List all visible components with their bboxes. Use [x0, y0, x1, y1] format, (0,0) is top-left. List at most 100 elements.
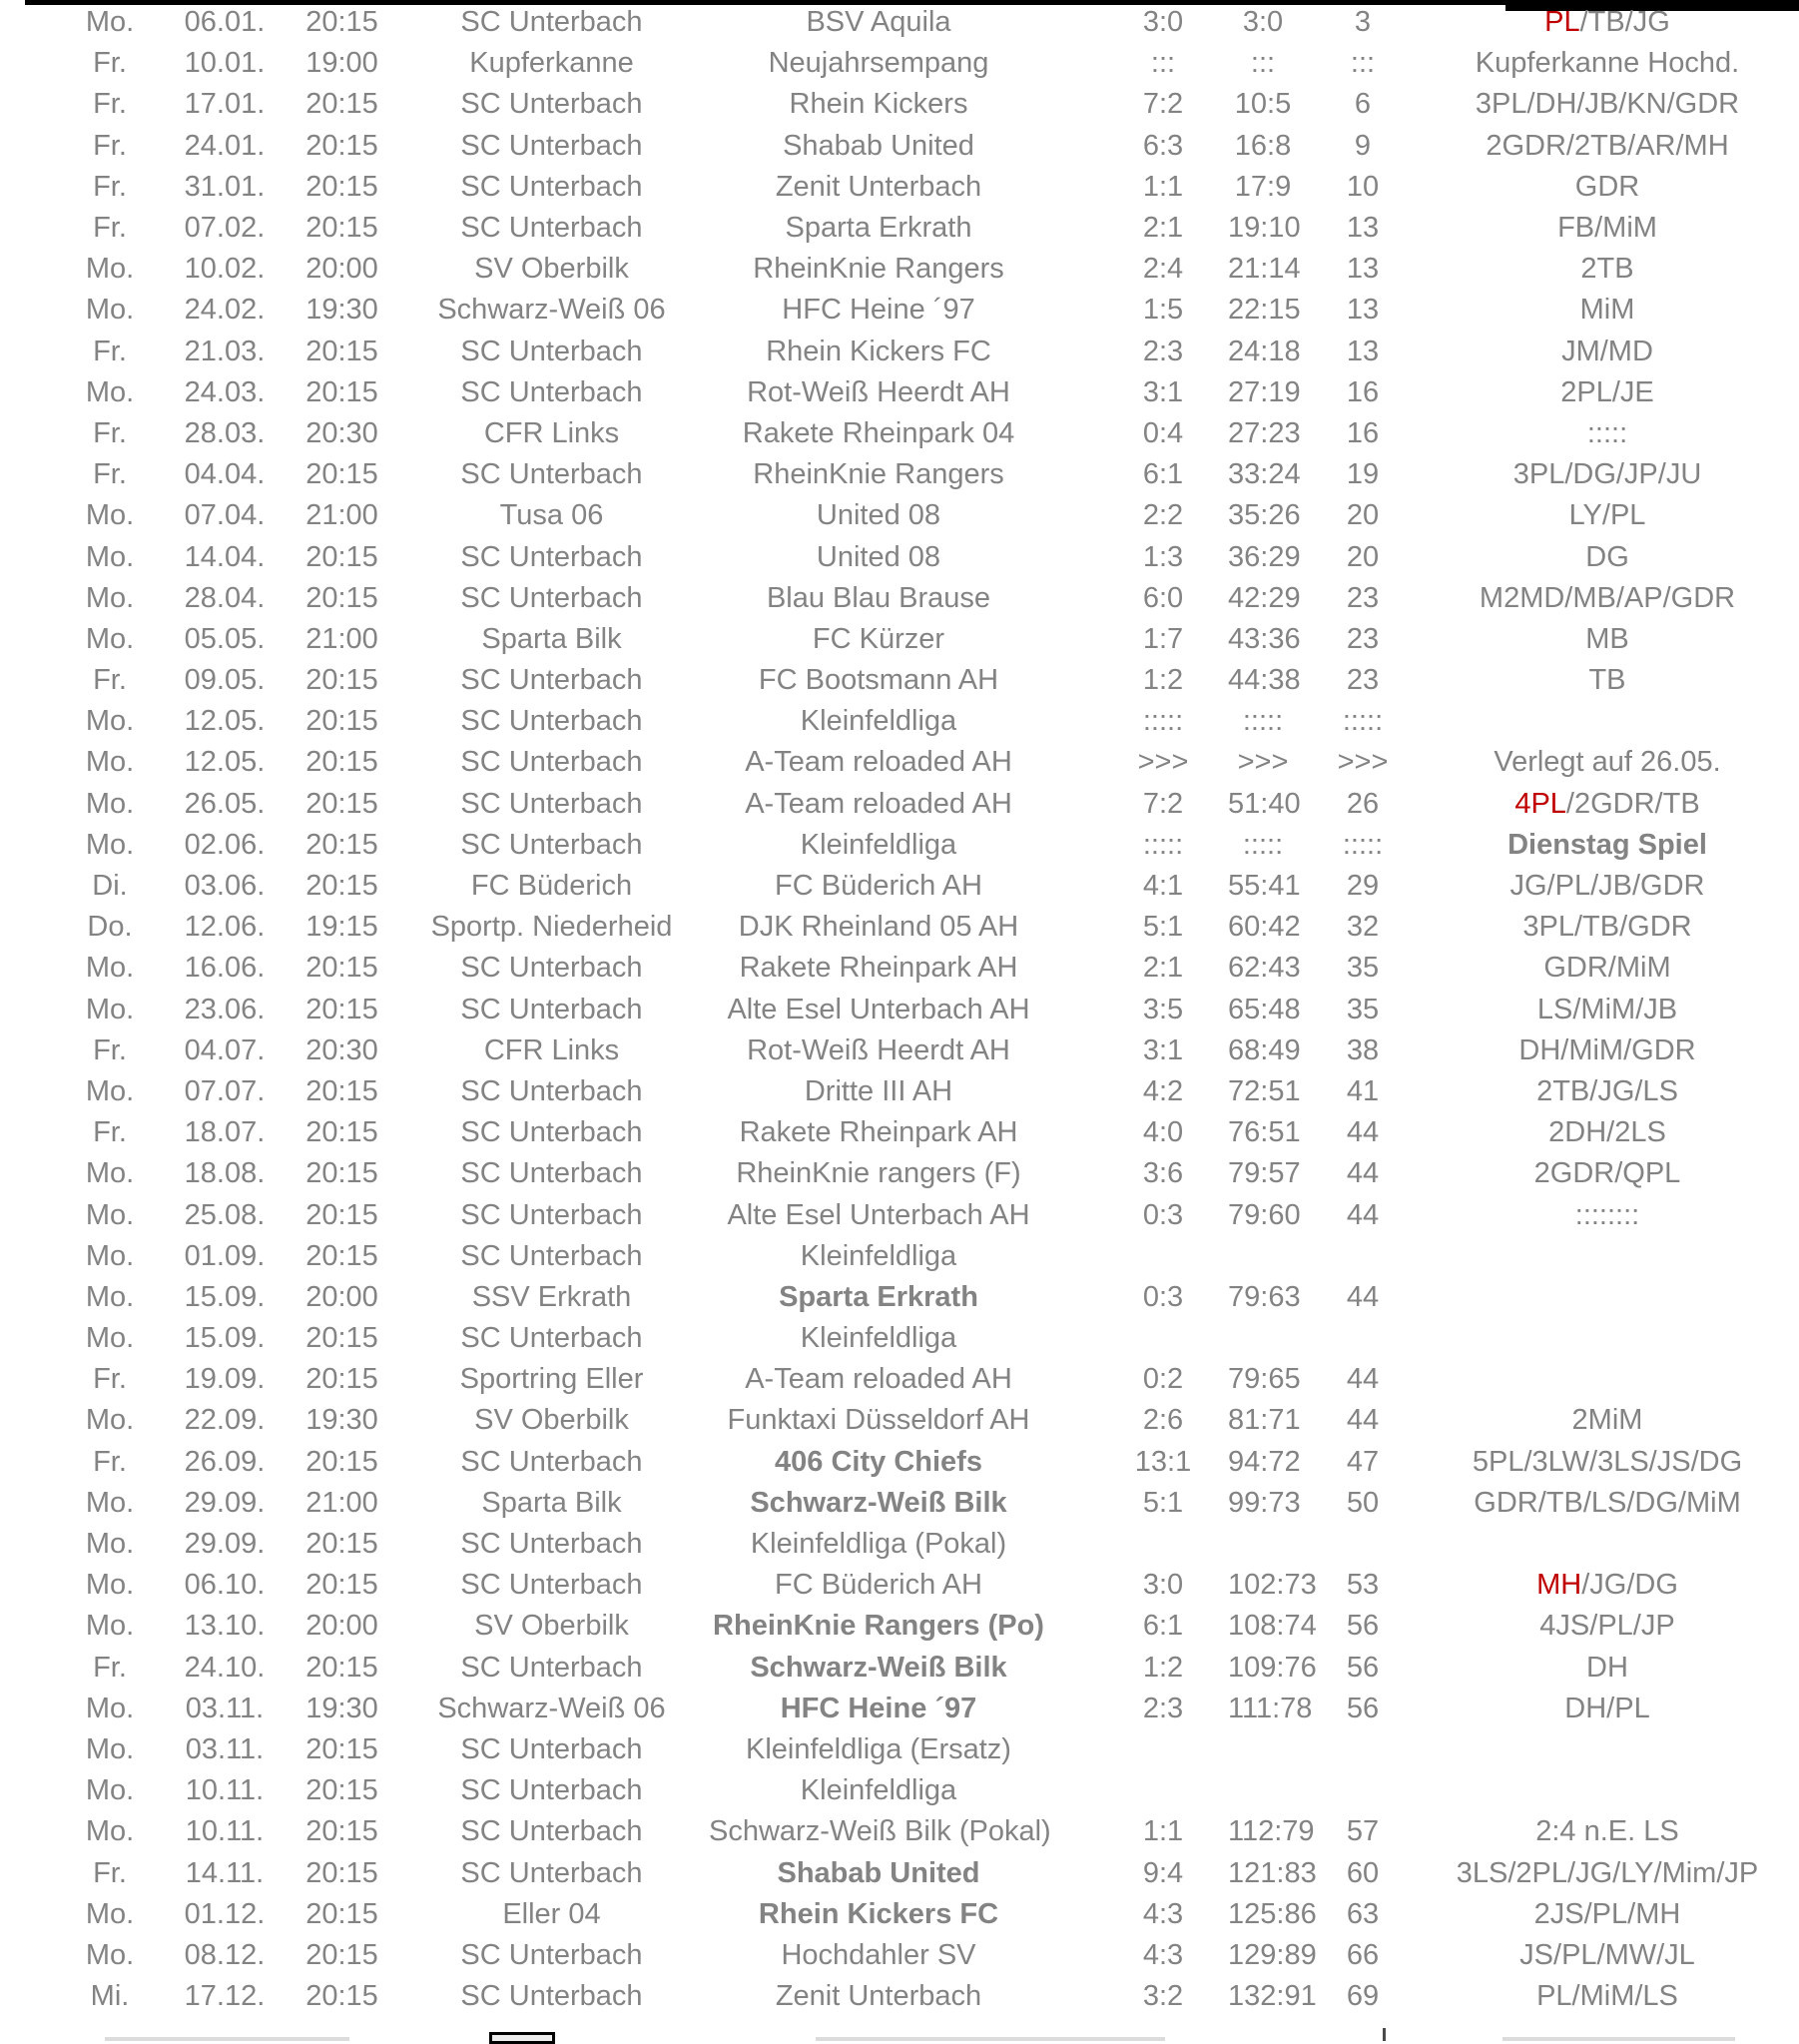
running-total-cell: 21:14	[1228, 253, 1301, 286]
date-cell: 10.01.	[184, 47, 266, 80]
date-cell: 22.09.	[184, 1404, 266, 1437]
clipped-next-row-smudge	[1502, 2037, 1735, 2041]
time-cell: 20:15	[305, 993, 378, 1025]
table-row: Fr. 24.01. 20:15 SC Unterbach Shabab Uni…	[0, 126, 1799, 167]
scorers-cell: DG	[1428, 542, 1787, 572]
scorers-cell: MiM	[1428, 296, 1787, 325]
table-row: Mo. 14.04. 20:15 SC Unterbach United 08 …	[0, 536, 1799, 577]
opponent-cell: HFC Heine ´97	[782, 294, 975, 327]
scorers-red-part: 4PL	[1514, 787, 1566, 820]
opponent-cell: RheinKnie Rangers	[753, 253, 1004, 286]
day-cell: Mo.	[85, 952, 135, 985]
scorers-main-part: LS/MiM/JB	[1536, 993, 1678, 1025]
day-cell: Fr.	[93, 1116, 127, 1149]
date-cell: 18.08.	[184, 1157, 266, 1190]
date-cell: 07.07.	[184, 1074, 266, 1107]
score-cell: 0:4	[1142, 416, 1184, 449]
scorers-cell: DH/MiM/GDR	[1428, 1035, 1787, 1065]
scorers-cell: 2TB	[1428, 255, 1787, 284]
opponent-cell: HFC Heine ´97	[780, 1692, 977, 1724]
date-cell: 24.03.	[184, 375, 266, 408]
running-total-cell: 22:15	[1228, 294, 1301, 327]
date-cell: 09.05.	[184, 664, 266, 697]
points-cell: 26	[1346, 787, 1380, 820]
opponent-cell: Schwarz-Weiß Bilk (Pokal)	[709, 1815, 1051, 1848]
day-cell: Mo.	[85, 1322, 135, 1355]
day-cell: Mo.	[85, 540, 135, 573]
table-row: Mo. 25.08. 20:15 SC Unterbach Alte Esel …	[0, 1194, 1799, 1235]
score-cell: 3:1	[1142, 375, 1184, 408]
scorers-cell: Verlegt auf 26.05.	[1428, 748, 1787, 777]
scorers-main-part: Kupferkanne Hochd.	[1475, 47, 1740, 80]
day-cell: Fr.	[93, 335, 127, 367]
day-cell: Fr.	[93, 212, 127, 245]
score-cell: 3:5	[1142, 993, 1184, 1025]
scorers-cell: TB	[1428, 666, 1787, 695]
score-cell: 7:2	[1142, 88, 1184, 121]
date-cell: 29.09.	[184, 1528, 266, 1561]
venue-cell: SV Oberbilk	[474, 253, 629, 286]
venue-cell: SC Unterbach	[460, 1528, 643, 1561]
day-cell: Fr.	[93, 458, 127, 491]
running-total-cell: 16:8	[1234, 129, 1292, 162]
venue-cell: SC Unterbach	[460, 1732, 643, 1765]
opponent-cell: FC Büderich AH	[775, 1569, 982, 1602]
day-cell: Mo.	[85, 787, 135, 820]
score-cell: 3:2	[1142, 1980, 1184, 2013]
venue-cell: FC Büderich	[470, 870, 633, 903]
points-cell: 29	[1346, 870, 1380, 903]
venue-cell: SC Unterbach	[460, 828, 643, 861]
table-row: Mo. 06.01. 20:15 SC Unterbach BSV Aquila…	[0, 2, 1799, 43]
scorers-cell: M2MD/MB/AP/GDR	[1428, 581, 1787, 614]
date-cell: 10.11.	[185, 1815, 265, 1848]
scorers-cell: 4JS/PL/JP	[1428, 1612, 1787, 1641]
score-cell: >>>	[1137, 746, 1189, 779]
points-cell: :::	[1350, 47, 1376, 80]
score-cell: 2:3	[1142, 1692, 1184, 1724]
date-cell: 12.05.	[184, 746, 266, 779]
table-row: Fr. 18.07. 20:15 SC Unterbach Rakete Rhe…	[0, 1112, 1799, 1153]
running-total-cell: 24:18	[1228, 335, 1301, 367]
day-cell: Do.	[87, 911, 133, 944]
date-cell: 02.06.	[184, 828, 266, 861]
day-cell: Mo.	[85, 1528, 135, 1561]
points-cell: 23	[1346, 581, 1380, 614]
venue-cell: SC Unterbach	[460, 1774, 643, 1807]
table-row: Mo. 29.09. 21:00 Sparta Bilk Schwarz-Wei…	[0, 1483, 1799, 1524]
day-cell: Mo.	[85, 1897, 135, 1930]
date-cell: 17.01.	[184, 88, 266, 121]
day-cell: Fr.	[93, 1651, 127, 1684]
scorers-cell: :::::	[1428, 418, 1787, 448]
day-cell: Fr.	[93, 1363, 127, 1396]
date-cell: 06.10.	[184, 1569, 266, 1602]
table-row: Mo. 26.05. 20:15 SC Unterbach A-Team rel…	[0, 784, 1799, 825]
scorers-cell: 2GDR/QPL	[1428, 1159, 1787, 1188]
points-cell: 56	[1346, 1692, 1380, 1724]
scorers-cell: 2PL/JE	[1428, 377, 1787, 407]
table-row: Mo. 24.02. 19:30 Schwarz-Weiß 06 HFC Hei…	[0, 290, 1799, 331]
opponent-cell: RheinKnie Rangers	[753, 458, 1004, 491]
scorers-main-part: M2MD/MB/AP/GDR	[1479, 581, 1736, 614]
running-total-cell: 108:74	[1228, 1610, 1317, 1643]
opponent-cell: Schwarz-Weiß Bilk	[750, 1651, 1007, 1684]
venue-cell: SC Unterbach	[460, 1980, 643, 2013]
date-cell: 26.05.	[184, 787, 266, 820]
running-total-cell: 79:57	[1228, 1157, 1301, 1190]
score-cell: 6:3	[1142, 129, 1184, 162]
table-row: Mo. 10.02. 20:00 SV Oberbilk RheinKnie R…	[0, 249, 1799, 290]
scorers-main-part: 2JS/PL/MH	[1533, 1897, 1681, 1930]
venue-cell: Sparta Bilk	[481, 622, 622, 655]
day-cell: Mo.	[85, 1486, 135, 1519]
opponent-cell: Hochdahler SV	[781, 1938, 976, 1971]
venue-cell: SC Unterbach	[460, 705, 643, 738]
date-cell: 05.05.	[184, 622, 266, 655]
day-cell: Mo.	[85, 1280, 135, 1313]
opponent-cell: United 08	[816, 540, 941, 573]
opponent-cell: Zenit Unterbach	[775, 1980, 982, 2013]
date-cell: 01.09.	[184, 1239, 266, 1272]
date-cell: 18.07.	[184, 1116, 266, 1149]
points-cell: 44	[1346, 1280, 1380, 1313]
scorers-cell: GDR/MiM	[1428, 954, 1787, 983]
running-total-cell: 79:63	[1228, 1280, 1301, 1313]
time-cell: 20:15	[305, 1198, 378, 1231]
